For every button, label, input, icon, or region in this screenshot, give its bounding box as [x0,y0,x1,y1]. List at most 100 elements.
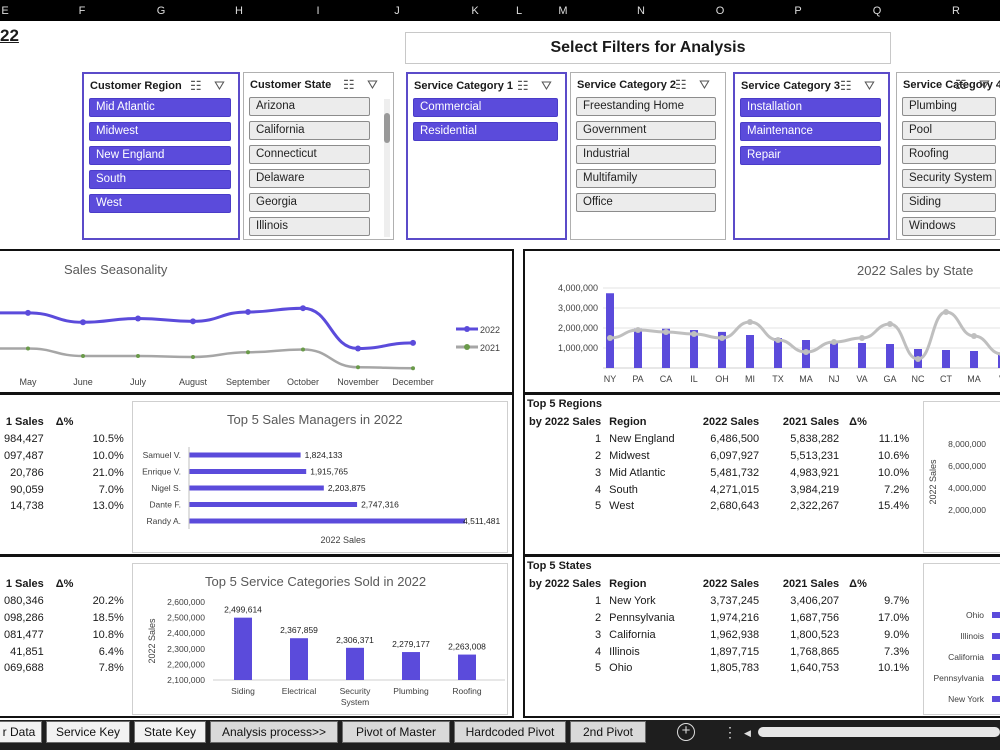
table-subtitle: by 2022 Sales [529,578,602,591]
slicer-item[interactable]: Installation [740,98,881,117]
slicer-service-category-1: Service Category 1 ☷ ⛛ Commercial Residentia… [406,72,567,240]
slicer-item[interactable]: Residential [413,122,558,141]
column-header[interactable]: H [235,5,243,17]
sheet-tab[interactable]: Pivot of Master [342,721,450,743]
sales-2021-cell: 1,640,753 [790,662,840,675]
slicer-item[interactable]: Maintenance [740,122,881,141]
slicer-item[interactable]: Pool [902,121,996,140]
y-tick-label: 4,000,000 [948,483,986,493]
bar [234,617,252,680]
x-tick-label: Plumbing [393,686,429,696]
y-tick-label: 8,000,000 [948,439,986,449]
x-tick-label: NJ [829,374,840,384]
horizontal-scrollbar[interactable] [758,727,1000,737]
slicer-item[interactable]: Repair [740,146,881,165]
clear-filter-icon[interactable]: ⛛ [699,77,710,92]
clear-filter-icon[interactable]: ⛛ [864,78,875,93]
slicer-item[interactable]: Industrial [576,145,716,164]
slicer-item[interactable]: South [89,170,231,189]
table-row: 4 Illinois 1,897,715 1,768,865 7.3% [525,643,913,660]
y-tick-label: 2,600,000 [167,597,205,607]
multi-select-icon[interactable]: ☷ [840,78,852,93]
slicer-item[interactable]: West [89,194,231,213]
slicer-item[interactable]: Plumbing [902,97,996,116]
x-tick-label: Roofing [452,686,482,696]
sheet-tab[interactable]: r Data [0,721,42,743]
slicer-item[interactable]: Windows [902,217,996,236]
sales-2022-cell: 6,486,500 [710,433,760,446]
sheet-tab[interactable]: 2nd Pivot [570,721,646,743]
multi-select-icon[interactable]: ☷ [517,78,529,93]
column-header[interactable]: O [715,5,725,17]
sheet-tab[interactable]: State Key [134,721,206,743]
sales-2021-cell: 5,513,231 [790,449,840,462]
filter-title: Select Filters for Analysis [405,32,891,64]
slicer-item[interactable]: Mid Atlantic [89,98,231,117]
column-header[interactable]: Q [872,5,882,17]
column-header[interactable]: M [558,5,568,17]
slicer-item[interactable]: Multifamily [576,169,716,188]
sales-2022-cell: 2,680,643 [710,500,760,513]
data-label: 2,263,008 [448,642,486,652]
slicer-item[interactable]: California [249,121,370,140]
clear-filter-icon[interactable]: ⛛ [979,77,990,92]
column-header[interactable]: E [1,5,9,17]
sales-cell: 098,286 [4,611,44,624]
sheet-tab[interactable]: Service Key [46,721,130,743]
sales-2021-cell: 5,838,282 [790,433,840,446]
slicer-item[interactable]: Illinois [249,217,370,236]
clear-filter-icon[interactable]: ⛛ [367,77,378,92]
slicer-item[interactable]: Office [576,193,716,212]
add-sheet-icon[interactable]: + [677,723,695,741]
multi-select-icon[interactable]: ☷ [190,78,202,93]
more-options-icon[interactable]: ⋮ [723,724,737,740]
slicer-item[interactable]: Commercial [413,98,558,117]
sheet-tab[interactable]: Hardcoded Pivot [454,721,566,743]
column-header[interactable]: L [515,5,523,17]
slicer-item[interactable]: Freestanding Home [576,97,716,116]
dashboard-title-fragment: 22 [0,26,19,45]
column-header: 2022 Sales [702,578,760,591]
bar [346,647,364,680]
clear-filter-icon[interactable]: ⛛ [214,78,225,93]
column-header[interactable]: F [78,5,86,17]
multi-select-icon[interactable]: ☷ [343,77,355,92]
slicer-scrollbar[interactable] [384,99,390,237]
sales-2021-cell: 2,322,267 [790,500,840,513]
slicer-item[interactable]: Georgia [249,193,370,212]
slicer-item[interactable]: Delaware [249,169,370,188]
sheet-tab[interactable]: Analysis process>> [210,721,338,743]
table-row: 5 Ohio 1,805,783 1,640,753 10.1% [525,660,913,677]
x-axis-label: 2022 Sales [320,535,366,545]
scroll-thumb[interactable] [384,113,390,143]
column-header[interactable]: G [156,5,166,17]
column-header[interactable]: J [394,5,400,17]
bar [992,654,1000,660]
column-header[interactable]: R [952,5,960,17]
slicer-item[interactable]: Arizona [249,97,370,116]
table-header-row: 1 Sales Δ% [0,576,128,593]
slicer-item[interactable]: Roofing [902,145,996,164]
slicer-item[interactable]: Midwest [89,122,231,141]
clear-filter-icon[interactable]: ⛛ [541,78,552,93]
sales-cell: 069,688 [4,662,44,675]
slicer-item[interactable]: Connecticut [249,145,370,164]
slicer-item[interactable]: Security System [902,169,996,188]
slicer-item[interactable]: Government [576,121,716,140]
slicer-header: Customer State ☷ ⛛ [244,73,393,97]
column-header[interactable]: P [794,5,802,17]
table-row: 984,427 10.5% [0,431,128,448]
column-header[interactable]: K [471,5,479,17]
sales-cell: 41,851 [10,645,44,658]
rank-cell: 5 [595,662,602,675]
name-cell: Pennsylvania [609,611,675,624]
scroll-left-icon[interactable]: ◀ [744,728,751,738]
slicer-item[interactable]: Siding [902,193,996,212]
column-header[interactable]: I [316,5,320,17]
state-sales-chart: 1,000,000 2,000,000 3,000,000 4,000,000 NY PA… [558,283,1000,384]
multi-select-icon[interactable]: ☷ [675,77,687,92]
slicer-item[interactable]: New England [89,146,231,165]
multi-select-icon[interactable]: ☷ [955,77,967,92]
column-header[interactable]: N [637,5,645,17]
data-point [355,345,361,352]
